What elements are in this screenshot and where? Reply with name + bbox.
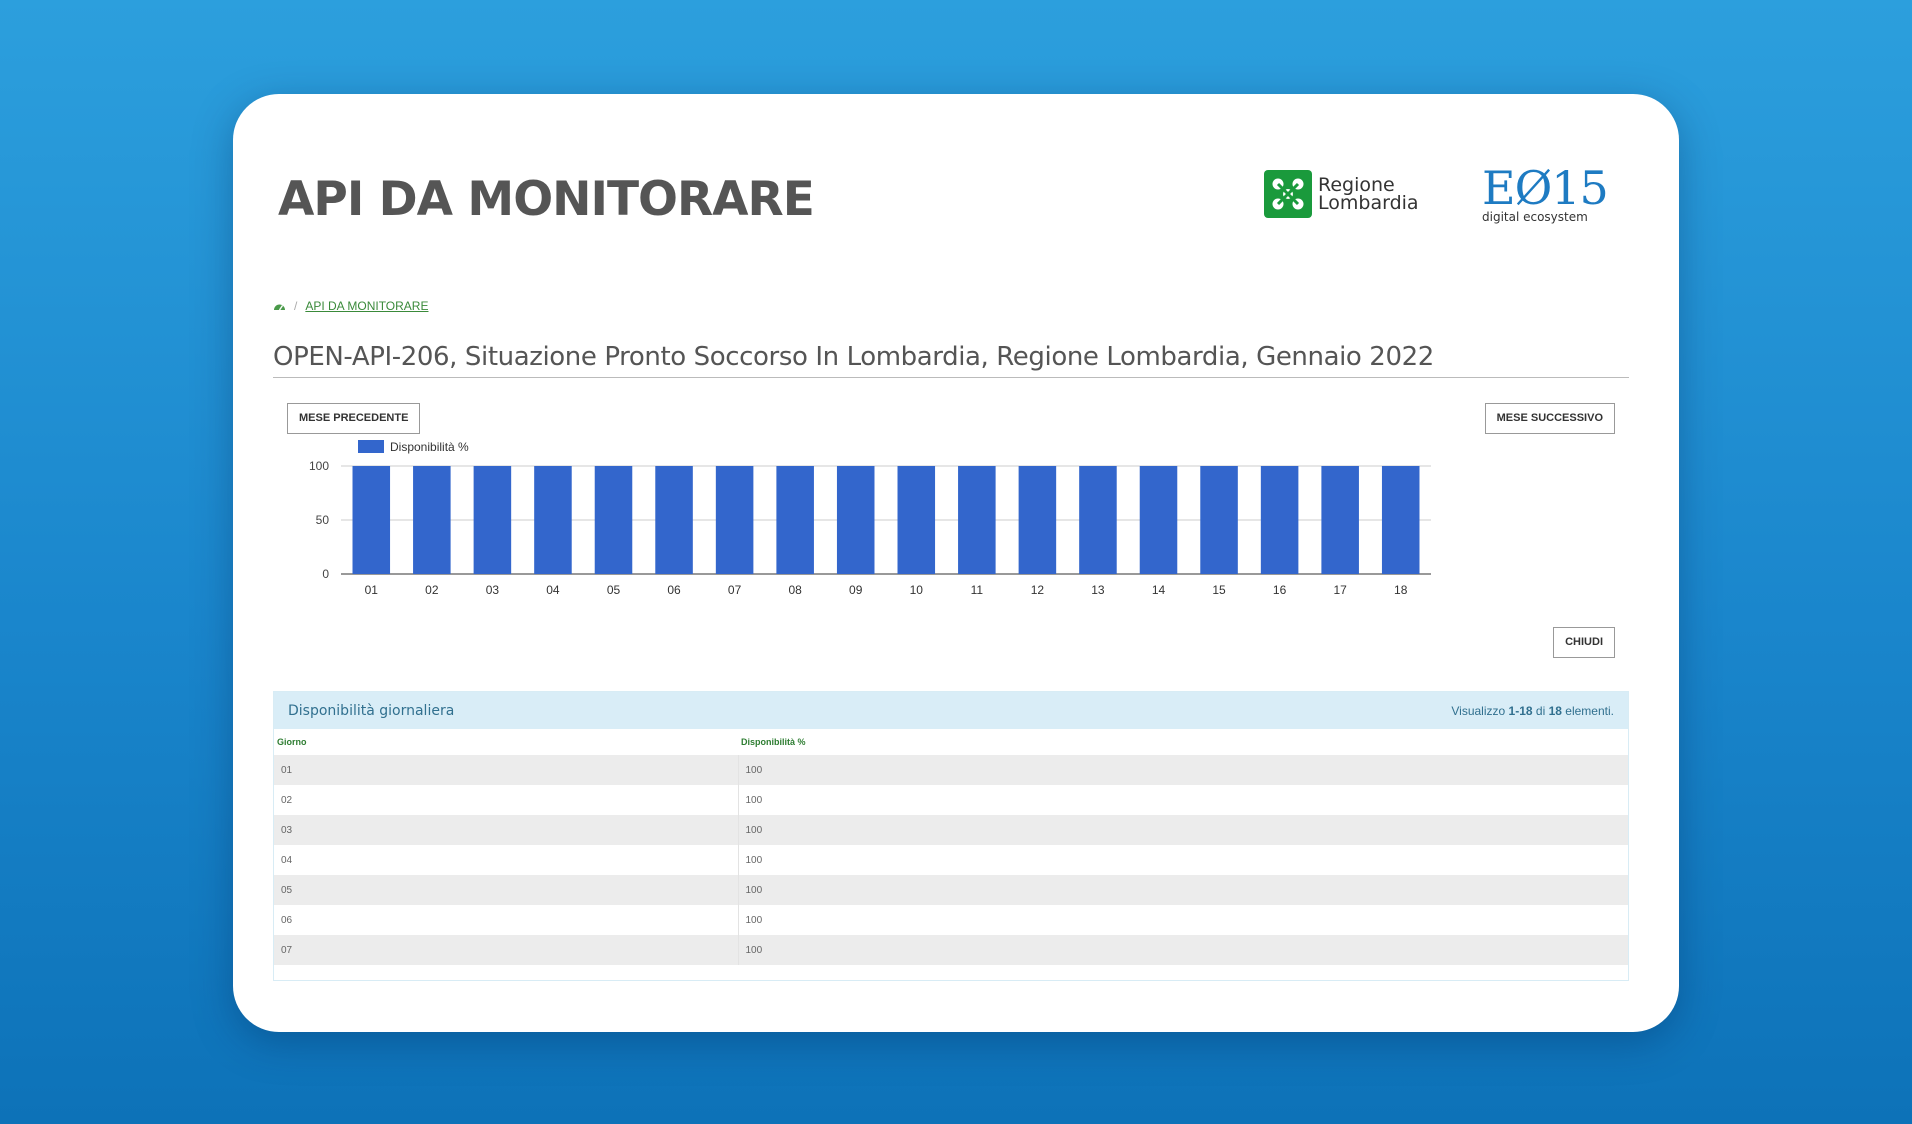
column-header-availability[interactable]: Disponibilità % [738,729,1628,755]
availability-table: Giorno Disponibilità % 01 100 02 100 03 100 04… [274,729,1628,965]
availability-bar-chart: 0 50 100 01 02 03 04 05 06 07 08 09 10 11 12 13 14 15 16 17… [309,440,1431,597]
next-month-button[interactable]: MESE SUCCESSIVO [1484,403,1615,434]
table-row: 02 100 [274,785,1628,815]
bar[interactable] [776,466,814,574]
x-tick-label: 08 [788,583,802,597]
bar[interactable] [958,466,996,574]
page-title: API DA MONITORARE [278,172,815,227]
x-tick-label: 03 [486,583,500,597]
legend-swatch [358,440,384,453]
bar[interactable] [1200,466,1238,574]
x-tick-label: 14 [1152,583,1166,597]
panel-header: Disponibilità giornaliera Visualizzo 1-1… [274,692,1628,729]
x-tick-label: 13 [1091,583,1105,597]
bar[interactable] [413,466,451,574]
x-tick-label: 16 [1273,583,1287,597]
table-row: 04 100 [274,845,1628,875]
y-tick-label: 0 [322,567,329,581]
cell-availability: 100 [737,905,1628,935]
bar[interactable] [655,466,693,574]
cell-day: 06 [274,905,738,935]
table-row: 05 100 [274,875,1628,905]
bar[interactable] [1018,466,1057,574]
panel-title: Disponibilità giornaliera [288,702,455,719]
cell-day: 05 [274,875,738,905]
x-tick-label: 09 [849,583,863,597]
column-header-day[interactable]: Giorno [274,729,738,755]
cell-availability: 100 [737,755,1628,785]
bar[interactable] [1321,466,1359,574]
table-row: 06 100 [274,905,1628,935]
x-tick-label: 02 [425,583,439,597]
cell-day: 03 [274,815,738,845]
regione-lombardia-text: Regione Lombardia [1318,174,1419,214]
x-tick-label: 07 [728,583,742,597]
cell-day: 01 [274,755,738,785]
table-row: 07 100 [274,935,1628,965]
x-tick-label: 05 [607,583,621,597]
table-row: 01 100 [274,755,1628,785]
x-tick-label: 15 [1212,583,1226,597]
table-row: 03 100 [274,815,1628,845]
x-tick-label: 11 [971,583,984,597]
close-button[interactable]: CHIUDI [1553,627,1615,658]
bar[interactable] [1139,466,1178,574]
x-tick-label: 06 [667,583,681,597]
cell-availability: 100 [737,815,1628,845]
pagination-summary: Visualizzo 1-18 di 18 elementi. [1451,703,1614,718]
e015-logo-mark: EØ15 [1482,161,1609,215]
bar[interactable] [352,466,391,574]
daily-availability-panel: Disponibilità giornaliera Visualizzo 1-1… [273,691,1629,981]
y-tick-label: 100 [309,459,329,473]
x-tick-label: 10 [910,583,924,597]
x-tick-label: 12 [1031,583,1045,597]
cell-availability: 100 [737,875,1628,905]
cell-day: 07 [274,935,738,965]
bar[interactable] [836,466,875,574]
x-tick-label: 01 [365,583,379,597]
bar[interactable] [715,466,754,574]
previous-month-button[interactable]: MESE PRECEDENTE [287,403,421,434]
bar[interactable] [473,466,512,574]
breadcrumb-separator: / [294,299,298,313]
regione-lombardia-mark-icon [1264,170,1312,218]
x-tick-label: 04 [546,583,560,597]
dashboard-icon[interactable] [273,300,286,313]
x-tick-label: 18 [1394,583,1408,597]
cell-availability: 100 [737,785,1628,815]
bar[interactable] [1260,466,1299,574]
bar[interactable] [534,466,572,574]
e015-logo: EØ15 digital ecosystem [1482,161,1609,224]
api-heading: OPEN-API-206, Situazione Pronto Soccorso… [273,342,1629,378]
breadcrumb-link-api[interactable]: API DA MONITORARE [305,299,429,313]
bar[interactable] [594,466,633,574]
cell-availability: 100 [737,845,1628,875]
e015-logo-tagline: digital ecosystem [1482,210,1588,224]
cell-day: 02 [274,785,738,815]
breadcrumb: / API DA MONITORARE [273,299,428,313]
x-tick-label: 17 [1333,583,1347,597]
cell-day: 04 [274,845,738,875]
main-card: API DA MONITORARE Regione Lombardia [233,94,1679,1032]
bar[interactable] [897,466,936,574]
cell-availability: 100 [737,935,1628,965]
y-tick-label: 50 [316,513,330,527]
legend-label: Disponibilità % [390,440,469,454]
regione-lombardia-logo: Regione Lombardia [1264,170,1419,218]
bar[interactable] [1079,466,1117,574]
bar[interactable] [1381,466,1420,574]
